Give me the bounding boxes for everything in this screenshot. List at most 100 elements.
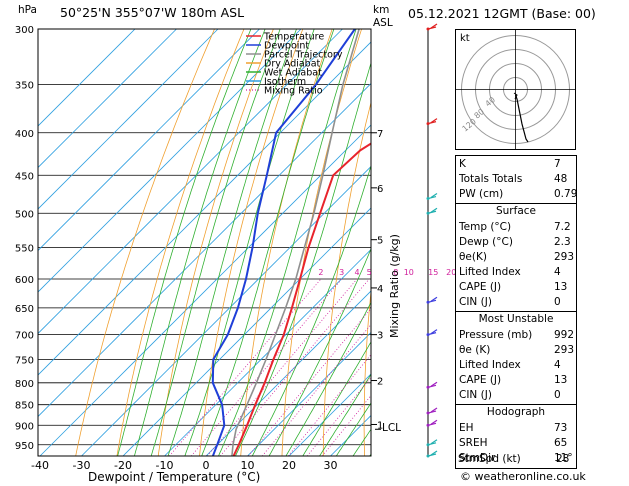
km-tick-label: 5 [377,236,383,247]
pressure-tick-label: 550 [15,244,34,255]
isotherm [247,331,371,456]
hodograph: kt 40 80 120 [455,29,576,150]
km-tick-label: 6 [377,184,383,195]
location-title: 50°25'N 355°07'W 180m ASL [60,5,245,20]
mixing-ratio-label: 3 [339,268,344,277]
mixing-ratio-line [219,278,370,456]
background-lines [38,29,612,456]
profile-lines [211,29,371,456]
unstable-row: Pressure (mb) 992 [459,329,575,341]
credit-text: © weatheronline.co.uk [460,470,586,483]
wind-barb [430,419,438,425]
isotherm [38,29,302,293]
km-tick-label: 7 [377,129,383,140]
mixing-ratio-label: 20 [446,268,456,277]
index-row: Totals Totals 48 [459,173,568,185]
mixing-ratio-axis-label: Mixing Ratio (g/kg) [388,234,401,338]
legend-label: Mixing Ratio [264,86,323,97]
legend-label: Isotherm [264,77,306,88]
wet-adiabat [235,61,371,456]
wind-barb-dot [426,385,430,389]
km-tick-label: 2 [377,377,383,388]
pressure-tick-label: 400 [15,129,34,140]
km-axis: 1 2 3 4 5 6 7 [371,129,383,431]
surface-row: Lifted Index 4 [459,266,561,278]
mixing-ratio-label: 8 [393,268,398,277]
wind-barb-dot [426,333,430,337]
series-parcel-trajectory [231,29,360,456]
mixing-ratio-label: 4 [354,268,359,277]
pressure-tick-label: 450 [15,171,34,182]
surface-row: CAPE (J) 13 [459,281,568,293]
temperature-tick-label: 20 [282,459,296,472]
isotherm [38,29,260,252]
isotherm [122,207,371,456]
hodo-trace [514,94,529,143]
pressure-tick-label: 600 [15,275,34,286]
pressure-tick-label: 500 [15,209,34,220]
mixing-ratio-line [287,354,371,456]
isotherm [38,29,219,210]
wind-barb [430,381,438,387]
series-temperature [232,142,371,456]
wet-adiabat [268,247,371,456]
axis-labels: 3003504004505005506006507007508008509009… [15,25,338,472]
wind-barb-dot [426,27,430,31]
hodo-row-value: 28 [556,453,570,465]
pressure-tick-label: 950 [15,441,34,452]
km-tick-label: 4 [377,284,383,295]
pressure-tick-label: 900 [15,421,34,432]
wet-adiabat [134,29,266,456]
dry-adiabat [404,29,450,456]
legend-label: Parcel Trajectory [264,50,343,61]
wind-barb-dot [426,411,430,415]
dry-adiabat [363,287,371,456]
surface-row: Temp (°C) 7.2 [459,221,571,233]
wind-barb [430,450,438,456]
wind-barb [430,296,438,302]
mixing-ratio-label: 15 [428,268,438,277]
isotherm [205,290,371,456]
wind-barb-dot [426,122,430,126]
isotherm [38,29,136,127]
wind-barb-dot [426,211,430,215]
mixing-ratio-label: 2 [318,268,323,277]
hodo-row: SREH 65 [459,437,568,449]
mixing-ratio-line [168,278,322,456]
temperature-tick-label: -40 [31,459,49,472]
pressure-tick-label: 300 [15,25,34,36]
wind-barb-dot [426,300,430,304]
plot-frame [37,28,372,457]
mixing-ratio-line [248,307,371,456]
temperature-tick-label: 30 [324,459,338,472]
km-tick-label: 3 [377,331,383,342]
wet-adiabat [251,164,371,456]
isotherm [38,82,371,418]
dry-adiabat [75,29,215,456]
legend-label: Dewpoint [264,41,309,52]
pressure-tick-label: 750 [15,356,34,367]
wind-barb [430,207,438,213]
surface-row: CIN (J) 0 [459,296,561,308]
isotherm [38,41,371,376]
wet-adiabat [167,29,297,456]
wet-adiabat [150,29,281,456]
wind-barb [430,439,438,445]
unstable-row: CAPE (J) 13 [459,374,568,386]
asl-label: ASL [373,17,393,29]
wind-barb [430,407,438,413]
index-row: PW (cm) 0.79 [459,188,578,200]
temperature-tick-label: 0 [203,459,210,472]
x-axis-label: Dewpoint / Temperature (°C) [88,470,261,484]
hodo-storm-mark [513,92,518,100]
wind-barbs [426,23,438,458]
unstable-row: θe (K) 293 [459,344,575,356]
temperature-tick-label: 10 [241,459,255,472]
unstable-title: Most Unstable [478,313,554,325]
wet-adiabat [117,29,252,456]
temperature-tick-label: -20 [114,459,132,472]
dry-adiabat [585,29,612,456]
series-dewpoint [211,29,356,456]
